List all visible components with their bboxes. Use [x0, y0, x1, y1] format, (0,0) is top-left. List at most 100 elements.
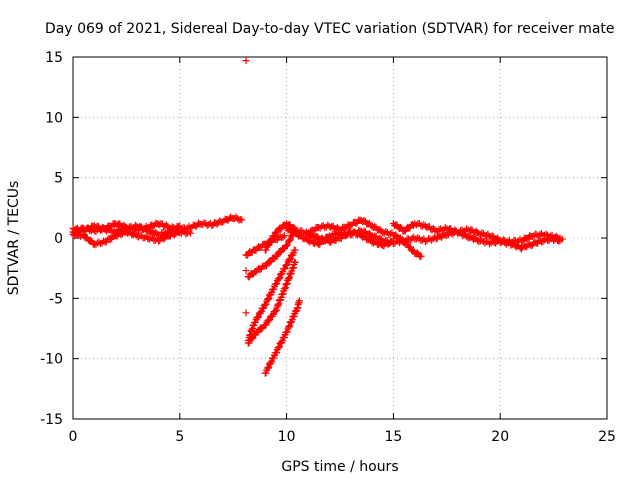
data-point: [437, 225, 445, 233]
data-point: [176, 222, 184, 230]
data-point: [289, 230, 297, 238]
data-point: [238, 216, 246, 224]
data-point: [199, 220, 207, 228]
x-axis-label: GPS time / hours: [281, 459, 398, 475]
data-point: [90, 240, 98, 248]
data-point: [386, 230, 394, 238]
data-point: [254, 314, 262, 322]
data-series: [69, 57, 566, 377]
series-arc-5: [261, 297, 303, 377]
data-point: [360, 216, 368, 224]
data-point: [264, 296, 272, 304]
y-tick-label: 15: [45, 50, 63, 66]
data-point: [498, 237, 506, 245]
data-point: [291, 258, 299, 266]
series-post-gap-band-c: [389, 220, 564, 246]
data-point: [542, 230, 550, 238]
series-isolated-points: [242, 57, 566, 317]
data-point: [418, 236, 426, 244]
data-point: [504, 238, 512, 246]
series-arc-2: [244, 230, 297, 281]
data-point: [286, 237, 294, 245]
data-point: [406, 236, 414, 244]
data-point: [242, 309, 250, 317]
data-point: [260, 301, 268, 309]
data-point: [399, 236, 407, 244]
data-point: [458, 226, 466, 234]
data-point: [262, 300, 270, 308]
data-point: [286, 322, 294, 330]
data-point: [279, 233, 287, 241]
data-point: [287, 235, 295, 243]
data-point: [276, 249, 284, 257]
series-main-band-c: [69, 221, 184, 239]
data-point: [127, 222, 135, 230]
data-point: [186, 229, 194, 237]
data-point: [371, 222, 379, 230]
data-point: [417, 252, 425, 260]
y-tick-label: -10: [40, 352, 63, 368]
data-point: [476, 230, 484, 238]
x-tick-label: 5: [175, 429, 184, 445]
y-axis-tick-labels: -15 -10 -5 0 5 10 15: [40, 50, 63, 428]
data-point: [523, 235, 531, 243]
data-point: [319, 222, 327, 230]
data-point: [291, 246, 299, 254]
data-point: [265, 317, 273, 325]
series-post-gap-band-a: [261, 216, 425, 261]
data-point: [478, 236, 486, 244]
data-point: [135, 233, 143, 241]
data-point: [145, 235, 153, 243]
data-point: [396, 239, 404, 247]
data-point: [264, 364, 272, 372]
data-point: [174, 223, 182, 231]
data-point: [170, 226, 178, 234]
y-tick-label: 10: [45, 110, 63, 126]
x-axis-tick-labels: 0 5 10 15 20 25: [69, 429, 616, 445]
data-point: [177, 229, 185, 237]
data-point: [392, 231, 400, 239]
data-point: [248, 335, 256, 343]
data-point: [287, 232, 295, 240]
data-point: [545, 233, 553, 241]
data-point: [282, 262, 290, 270]
data-point: [87, 236, 95, 244]
data-point: [292, 307, 300, 315]
series-arc-4: [244, 258, 299, 347]
data-point: [481, 239, 489, 247]
x-tick-label: 10: [278, 429, 296, 445]
data-point: [141, 234, 149, 242]
data-point: [295, 297, 303, 305]
data-point: [242, 57, 250, 65]
x-tick-label: 0: [69, 429, 78, 445]
data-point: [288, 231, 296, 239]
data-point: [558, 235, 566, 243]
data-point: [271, 308, 279, 316]
data-point: [389, 238, 397, 246]
data-point: [286, 256, 294, 264]
data-point: [249, 334, 257, 342]
data-point: [286, 255, 294, 263]
data-point: [258, 325, 266, 333]
chart-title: Day 069 of 2021, Sidereal Day-to-day VTE…: [45, 21, 615, 37]
data-point: [285, 323, 293, 331]
data-point: [95, 238, 103, 246]
x-tick-label: 15: [384, 429, 402, 445]
series-post-gap-band-d: [304, 228, 397, 250]
data-point: [273, 280, 281, 288]
y-tick-label: 0: [54, 231, 63, 247]
data-point: [412, 221, 420, 229]
data-point: [283, 260, 291, 268]
x-tick-label: 25: [598, 429, 616, 445]
y-axis-label: SDTVAR / TECUs: [6, 181, 22, 296]
data-point: [103, 227, 111, 235]
axis-ticks: [72, 56, 608, 420]
data-point: [283, 241, 291, 249]
data-point: [275, 343, 283, 351]
data-point: [185, 228, 193, 236]
data-point: [275, 275, 283, 283]
data-point: [254, 313, 262, 321]
data-point: [417, 237, 425, 245]
x-tick-label: 20: [491, 429, 509, 445]
data-point: [280, 232, 288, 240]
